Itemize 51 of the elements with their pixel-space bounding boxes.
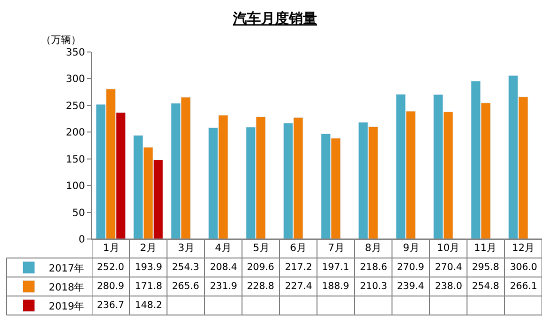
- data-label: 270.9: [397, 262, 424, 273]
- data-label: 197.1: [322, 262, 350, 273]
- x-tick-label: 11月: [474, 243, 497, 254]
- data-label: 210.3: [360, 281, 388, 292]
- data-label: 218.6: [360, 262, 388, 273]
- data-label: 228.8: [247, 281, 274, 292]
- data-label: 254.8: [472, 281, 500, 292]
- data-label: 254.3: [172, 262, 200, 273]
- legend-label: 2017年: [48, 262, 84, 274]
- y-tick-label: 200: [66, 128, 85, 139]
- data-label: 193.9: [135, 262, 162, 273]
- data-label: 239.4: [397, 281, 424, 292]
- y-tick-label: 300: [66, 74, 85, 86]
- y-tick-label: 350: [66, 48, 85, 58]
- y-tick-label: 250: [66, 100, 85, 112]
- data-label: 236.7: [97, 300, 124, 311]
- y-tick-label: 150: [66, 154, 85, 166]
- x-tick-label: 4月: [215, 243, 232, 254]
- x-tick-label: 10月: [437, 243, 460, 254]
- data-label: 231.9: [210, 281, 238, 292]
- data-label: 208.4: [210, 262, 238, 273]
- data-label: 171.8: [135, 281, 162, 292]
- x-tick-label: 5月: [253, 243, 270, 254]
- data-label: 188.9: [322, 281, 350, 292]
- x-tick-label: 1月: [103, 243, 120, 254]
- y-tick-label: 0: [78, 234, 85, 246]
- data-label: 148.2: [135, 300, 162, 311]
- x-tick-label: 9月: [403, 243, 420, 254]
- data-label: 306.0: [510, 262, 538, 273]
- y-tick-label: 50: [72, 208, 85, 219]
- y-tick-label: 100: [66, 181, 85, 192]
- chart-title: 汽车月度销量: [232, 10, 317, 28]
- data-label: 227.4: [285, 281, 312, 292]
- data-label: 266.1: [510, 281, 538, 292]
- data-label: 209.6: [247, 262, 274, 273]
- data-label: 252.0: [97, 262, 124, 273]
- data-label: 280.9: [97, 281, 124, 292]
- data-label: 238.0: [435, 281, 462, 292]
- x-tick-label: 2月: [140, 243, 156, 254]
- legend-label: 2019年: [48, 300, 84, 312]
- x-tick-label: 3月: [178, 243, 194, 254]
- x-tick-label: 8月: [365, 243, 382, 254]
- data-label: 265.6: [172, 281, 200, 292]
- x-tick-label: 12月: [512, 243, 535, 254]
- data-label: 217.2: [285, 262, 312, 273]
- x-tick-label: 6月: [290, 243, 306, 254]
- data-label: 295.8: [472, 262, 500, 273]
- y-axis-title: （万辆）: [41, 34, 81, 46]
- data-label: 270.4: [435, 262, 462, 273]
- legend-label: 2018年: [48, 281, 84, 294]
- x-tick-label: 7月: [328, 243, 344, 254]
